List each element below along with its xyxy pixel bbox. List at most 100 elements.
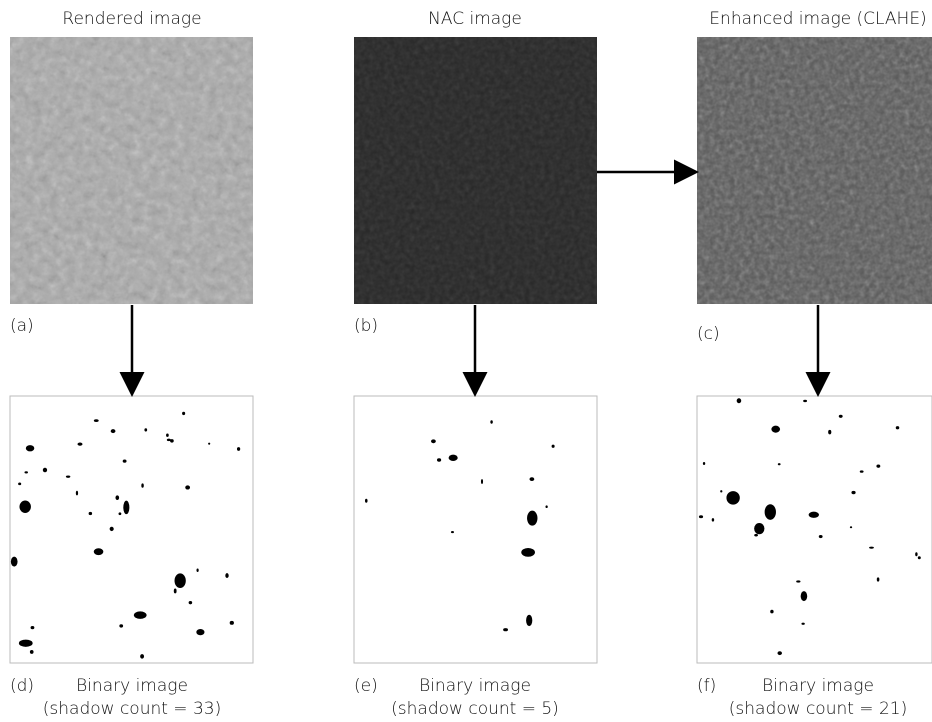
panel-title: Binary image xyxy=(762,676,874,696)
caption: (shadow count = 33) xyxy=(43,699,221,719)
binary-image xyxy=(10,396,253,663)
binary-image xyxy=(354,396,597,663)
nac-image xyxy=(354,37,597,304)
shadow-blob xyxy=(94,419,99,422)
shadow-blob xyxy=(365,499,368,503)
shadow-blob xyxy=(521,548,535,557)
caption: (shadow count = 21) xyxy=(729,699,907,719)
shadow-blob xyxy=(185,485,190,489)
shadow-blob xyxy=(94,548,104,555)
shadow-blob xyxy=(19,501,30,513)
figure: Rendered image NAC image Enhanced image … xyxy=(0,0,932,722)
shadow-blob xyxy=(167,439,171,442)
shadow-blob xyxy=(726,491,739,505)
shadow-blob xyxy=(839,415,843,418)
shadow-blob xyxy=(237,447,240,451)
shadow-blob xyxy=(196,569,198,572)
shadow-blob xyxy=(119,624,123,627)
shadow-blob xyxy=(860,470,864,472)
shadow-blob xyxy=(26,445,34,451)
shadow-blob xyxy=(123,460,127,463)
panel-label: (a) xyxy=(10,316,34,336)
shadow-blob xyxy=(737,398,742,403)
shadow-blob xyxy=(230,621,234,625)
shadow-blob xyxy=(140,654,144,658)
shadow-blob xyxy=(208,443,210,445)
shadow-blob xyxy=(712,518,714,521)
shadow-blob xyxy=(876,465,880,468)
shadow-blob xyxy=(771,426,780,433)
shadow-blob xyxy=(809,512,819,518)
enhanced-image xyxy=(697,37,932,304)
panel-label: (c) xyxy=(697,324,720,344)
shadow-blob xyxy=(918,556,921,559)
shadow-blob xyxy=(770,610,773,614)
shadow-blob xyxy=(552,445,555,448)
shadow-blob xyxy=(175,573,186,588)
shadow-blob xyxy=(481,479,483,484)
shadow-blob xyxy=(828,430,831,434)
shadow-blob xyxy=(30,650,34,654)
shadow-blob xyxy=(174,589,177,594)
caption: (shadow count = 5) xyxy=(391,699,559,719)
shadow-blob xyxy=(699,515,703,518)
shadow-blob xyxy=(18,482,21,485)
shadow-blob xyxy=(78,442,83,445)
shadow-blob xyxy=(503,628,508,631)
panel-title: Binary image xyxy=(419,676,531,696)
shadow-blob xyxy=(43,468,47,473)
shadow-blob xyxy=(915,552,917,556)
shadow-blob xyxy=(851,491,855,494)
shadow-blob xyxy=(111,429,116,433)
binary-image xyxy=(697,396,932,663)
shadow-blob xyxy=(877,577,880,581)
panel-label: (b) xyxy=(354,316,378,336)
shadow-blob xyxy=(141,483,143,487)
shadow-blob xyxy=(801,623,804,625)
shadow-blob xyxy=(720,490,722,492)
shadow-blob xyxy=(110,527,114,531)
shadow-blob xyxy=(437,458,441,461)
shadow-blob xyxy=(490,420,492,423)
shadow-blob xyxy=(134,611,147,618)
shadow-blob xyxy=(527,511,537,526)
panel-label: (f) xyxy=(697,676,716,696)
shadow-blob xyxy=(76,491,78,496)
shadow-blob xyxy=(123,501,129,515)
shadow-blob xyxy=(778,651,782,655)
shadow-blob xyxy=(115,495,119,500)
shadow-blob xyxy=(754,534,758,537)
shadow-blob xyxy=(765,504,776,520)
shadow-blob xyxy=(530,477,535,481)
shadow-blob xyxy=(801,591,808,601)
shadow-blob xyxy=(31,626,35,629)
shadow-blob xyxy=(869,547,874,549)
shadow-blob xyxy=(449,455,458,461)
shadow-blob xyxy=(754,523,764,534)
shadow-blob xyxy=(803,400,807,402)
rendered-image xyxy=(10,37,253,304)
panel-title: Enhanced image (CLAHE) xyxy=(709,9,926,29)
panel-label: (e) xyxy=(354,676,378,696)
panel-label: (d) xyxy=(10,676,34,696)
shadow-blob xyxy=(196,629,204,635)
panel-title: Binary image xyxy=(76,676,188,696)
shadow-blob xyxy=(144,428,147,431)
shadow-blob xyxy=(451,531,454,533)
shadow-blob xyxy=(896,426,899,429)
shadow-blob xyxy=(11,557,18,567)
shadow-blob xyxy=(850,526,852,528)
shadow-blob xyxy=(189,601,193,604)
shadow-blob xyxy=(225,573,228,578)
shadow-blob xyxy=(166,434,169,437)
shadow-blob xyxy=(545,505,547,508)
shadow-blob xyxy=(89,512,92,515)
shadow-blob xyxy=(703,462,705,465)
shadow-blob xyxy=(182,412,185,415)
shadow-blob xyxy=(24,471,27,473)
shadow-blob xyxy=(526,615,532,626)
shadow-blob xyxy=(819,535,823,538)
shadow-blob xyxy=(19,640,33,647)
shadow-blob xyxy=(431,439,436,443)
shadow-blob xyxy=(119,512,122,515)
